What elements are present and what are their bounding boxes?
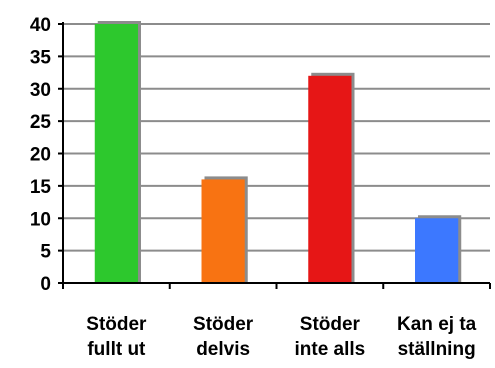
x-tick-label: inte alls — [295, 339, 366, 360]
bar-fill — [201, 179, 245, 283]
x-tick-label: fullt ut — [87, 339, 146, 360]
bar-fill — [415, 218, 459, 283]
x-tick-label: Stöder — [193, 314, 254, 335]
y-tick-labels: 0 5 10 15 20 25 30 35 40 — [30, 15, 52, 295]
x-tick-label: ställning — [398, 339, 476, 360]
x-tick-label: Kan ej ta — [397, 314, 477, 335]
axes — [58, 22, 491, 289]
bar-2 — [308, 72, 355, 283]
x-tick-label: delvis — [196, 339, 250, 360]
bars — [94, 21, 462, 283]
bar-fill — [308, 75, 352, 283]
y-tick-label: 30 — [30, 80, 51, 101]
y-tick-label: 5 — [40, 242, 51, 263]
y-tick-label: 10 — [30, 209, 51, 230]
x-tick-label: Stöder — [300, 314, 361, 335]
bar-3 — [415, 215, 462, 283]
bar-fill — [94, 24, 138, 283]
x-tick-label: Stöder — [86, 314, 147, 335]
y-tick-label: 35 — [30, 47, 52, 68]
y-tick-label: 15 — [30, 177, 52, 198]
y-tick-label: 40 — [30, 15, 51, 36]
bar-1 — [201, 176, 248, 283]
y-tick-label: 0 — [40, 274, 51, 295]
x-tick-labels: Stöder fullt ut Stöder delvis Stöder inte all… — [86, 314, 476, 360]
bar-0 — [94, 21, 141, 283]
y-tick-label: 25 — [30, 112, 52, 133]
y-tick-label: 20 — [30, 145, 51, 166]
